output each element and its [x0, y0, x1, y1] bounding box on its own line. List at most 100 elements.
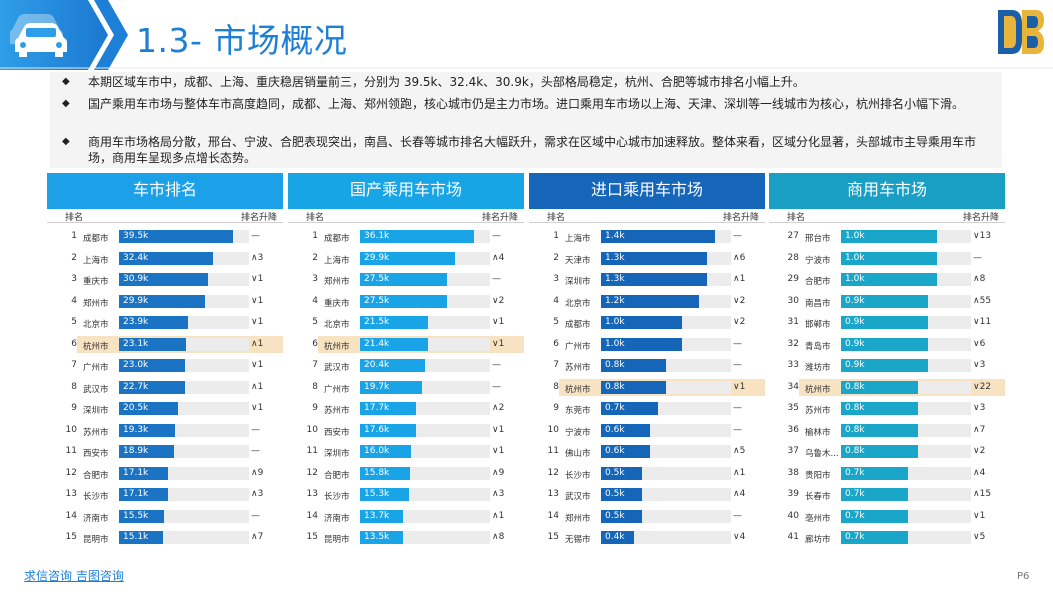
city-label: 武汉市 [565, 492, 591, 502]
rank-number: 33 [787, 360, 799, 370]
bar-track: 29.9k [119, 294, 249, 308]
bar-value-label: 17.7k [364, 403, 390, 413]
rank-change: — [733, 510, 742, 521]
rank-number: 36 [787, 424, 799, 435]
table-row: 38 贵阳市 0.7k ∧4 [769, 464, 1005, 486]
bar [119, 337, 186, 351]
bar-track: 20.5k [119, 402, 249, 415]
rank-number: 31 [787, 317, 799, 327]
rank-number: 14 [547, 510, 559, 521]
rank-change: ∨1 [492, 338, 505, 349]
rank-change: ∧1 [251, 381, 264, 392]
rank-number: 5 [312, 317, 318, 327]
city-label: 重庆市 [324, 298, 350, 309]
city-label: 上海市 [83, 255, 109, 266]
source-link[interactable]: 求信咨询 吉图咨询 [24, 569, 124, 583]
city-label: 潍坊市 [805, 363, 831, 373]
rank-change: ∧4 [733, 489, 746, 499]
bar-track: 19.7k [360, 380, 490, 394]
bar [841, 466, 909, 480]
bar-track: 0.7k [841, 509, 971, 523]
rank-number: 9 [312, 403, 318, 413]
table-row: 30 南昌市 0.9k ∧55 [769, 292, 1005, 314]
bar [360, 402, 417, 415]
table-row: 14 济南市 13.7k ∧1 [288, 507, 524, 529]
rank-number: 13 [306, 489, 318, 499]
rank-number: 8 [71, 381, 77, 392]
rank-number: 1 [553, 231, 559, 241]
city-label: 郑州市 [83, 298, 109, 309]
table-row: 36 榆林市 0.8k ∧7 [769, 421, 1005, 443]
table-row: 5 北京市 23.9k ∨1 [47, 313, 283, 335]
bar-value-label: 0.7k [845, 510, 865, 521]
rank-change: ∨1 [251, 274, 264, 284]
city-label: 长春市 [805, 492, 831, 502]
rank-change: ∨2 [733, 317, 746, 327]
panel-domestic-passenger: 国产乘用车市场 排名 排名升降 1 成都市 36.1k — 2 上海市 29.9k ∧4 3 郑州… [288, 173, 524, 553]
bar-value-label: 21.4k [364, 338, 390, 349]
bar [119, 445, 174, 458]
city-label: 广州市 [324, 384, 350, 395]
bar [119, 251, 213, 265]
table-row: 11 深圳市 16.0k ∨1 [288, 442, 524, 464]
city-label: 天津市 [565, 255, 591, 266]
table-row: 4 郑州市 29.9k ∨1 [47, 292, 283, 314]
table-row: 11 西安市 18.9k — [47, 442, 283, 464]
rank-change: ∨1 [251, 317, 264, 327]
rank-change: ∧8 [973, 274, 986, 284]
table-row: 2 天津市 1.3k ∧6 [529, 249, 765, 271]
note-item: ◆ 本期区域车市中，成都、上海、重庆稳居销量前三，分别为 39.5k、32.4k… [62, 74, 997, 90]
bar-track: 23.9k [119, 316, 249, 329]
table-row: 9 东莞市 0.7k — [529, 399, 765, 421]
ranking-rows: 1 上海市 1.4k —2 天津市 1.3k ∧6 3 深圳市 1.3k ∧1 4 北京市 1.2k ∨2 5… [529, 227, 765, 550]
diamond-bullet-icon: ◆ [62, 76, 70, 87]
table-row: 34 杭州市 0.8k ∨22 [769, 378, 1005, 400]
rank-change: — [251, 231, 260, 241]
bar-track: 0.5k [601, 466, 731, 480]
bar-value-label: 36.1k [364, 231, 390, 241]
bar-track: 0.6k [601, 423, 731, 437]
city-label: 青岛市 [805, 341, 831, 352]
city-label: 长沙市 [324, 492, 350, 502]
bar-value-label: 13.5k [364, 532, 390, 542]
brand-logo-icon [998, 10, 1044, 54]
rank-change: — [492, 360, 501, 370]
bar-track: 15.8k [360, 466, 490, 480]
city-label: 郑州市 [565, 513, 591, 524]
bar-track: 1.2k [601, 294, 731, 308]
table-row: 13 武汉市 0.5k ∧4 [529, 485, 765, 507]
rank-column-label: 排名 [306, 213, 325, 223]
city-label: 重庆市 [83, 277, 109, 287]
bar-value-label: 19.7k [364, 381, 390, 392]
panel-column-header: 排名 排名升降 [769, 209, 1005, 223]
table-row: 31 邯郸市 0.9k ∨11 [769, 313, 1005, 335]
bar-value-label: 0.6k [605, 424, 625, 435]
bar-value-label: 0.9k [845, 295, 865, 306]
bar-track: 1.4k [601, 230, 731, 243]
city-label: 东莞市 [565, 406, 591, 416]
rank-number: 4 [553, 295, 559, 306]
bar-value-label: 27.5k [364, 274, 390, 284]
table-row: 7 苏州市 0.8k — [529, 356, 765, 378]
city-label: 苏州市 [805, 406, 831, 416]
bar [601, 251, 707, 265]
diamond-bullet-icon: ◆ [62, 98, 70, 109]
city-label: 杭州市 [805, 384, 831, 395]
bar [601, 380, 666, 394]
bar [841, 531, 909, 544]
rank-number: 27 [787, 231, 799, 241]
rank-change: ∨1 [492, 317, 505, 327]
city-label: 昆明市 [83, 535, 109, 545]
bar [360, 380, 423, 394]
table-row: 29 合肥市 1.0k ∧8 [769, 270, 1005, 292]
city-label: 贵阳市 [805, 470, 831, 481]
bar-track: 16.0k [360, 445, 490, 458]
bar-value-label: 17.1k [123, 467, 149, 478]
rank-number: 2 [553, 252, 559, 263]
bar [119, 294, 206, 308]
table-row: 3 重庆市 30.9k ∨1 [47, 270, 283, 292]
bar [841, 423, 919, 437]
rank-number: 1 [312, 231, 318, 241]
rank-number: 29 [787, 274, 799, 284]
bar-value-label: 1.2k [605, 295, 625, 306]
